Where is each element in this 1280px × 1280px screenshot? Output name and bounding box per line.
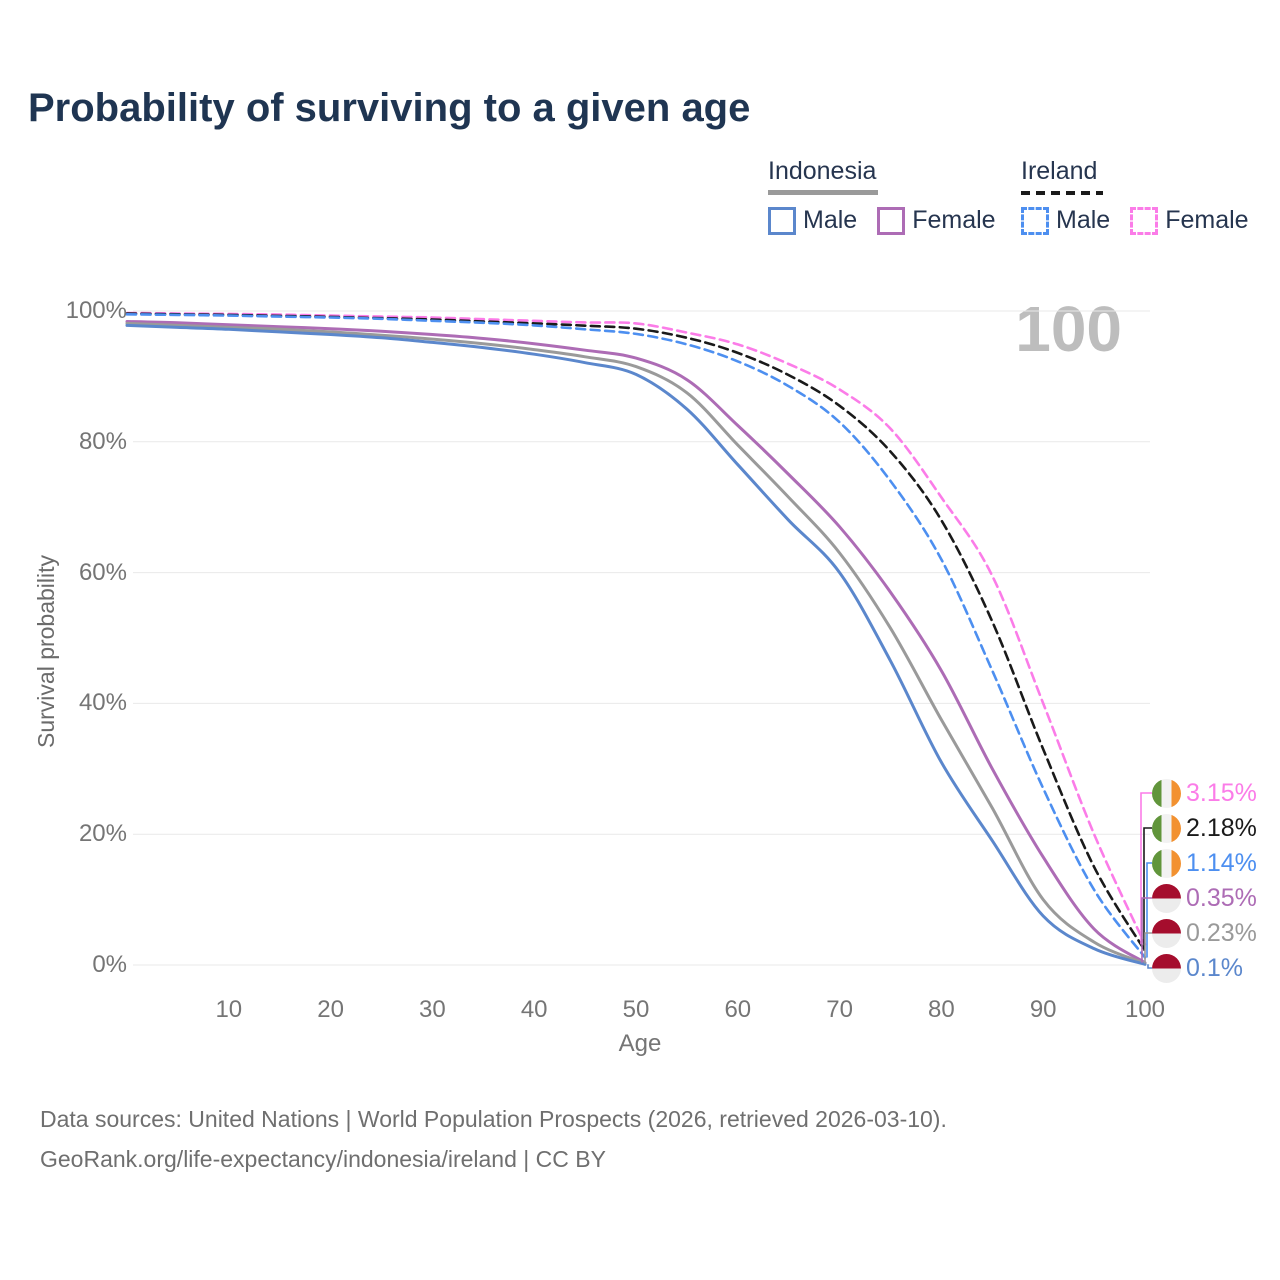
indonesia-flag-icon xyxy=(1152,883,1181,913)
y-tick-0: 0% xyxy=(92,951,127,978)
leader-line-indonesia-female xyxy=(1141,897,1152,963)
leader-line-indonesia-both-sexes xyxy=(1144,932,1152,964)
x-axis-title: Age xyxy=(618,1030,662,1057)
end-value-indonesia-male: 0.1% xyxy=(1186,954,1243,982)
end-value-indonesia-female: 0.35% xyxy=(1186,884,1257,912)
watermark-age-100: 100 xyxy=(1015,293,1122,365)
x-tick-10: 10 xyxy=(215,996,243,1023)
legend-item-ireland-male[interactable]: Male xyxy=(1021,206,1110,235)
end-value-indonesia-both-sexes: 0.23% xyxy=(1186,919,1257,947)
indonesia-flag-icon xyxy=(1152,918,1181,948)
legend-item-indonesia-female[interactable]: Female xyxy=(877,206,996,235)
ireland-flag-icon xyxy=(1152,848,1181,878)
y-tick-60: 60% xyxy=(78,558,127,586)
indonesia-flag-icon xyxy=(1152,953,1181,983)
ireland-flag-icon xyxy=(1152,778,1181,808)
series-line-ireland-both-sexes xyxy=(125,312,1147,952)
leader-line-ireland-male xyxy=(1146,862,1152,958)
leader-line-indonesia-male xyxy=(1147,964,1152,969)
x-tick-100: 100 xyxy=(1124,996,1166,1023)
x-tick-20: 20 xyxy=(317,996,344,1023)
y-tick-80: 80% xyxy=(78,427,127,455)
legend-label: Male xyxy=(1056,206,1111,234)
legend-group-indonesia: Indonesia Male Female xyxy=(768,158,996,235)
data-sources-note: Data sources: United Nations | World Pop… xyxy=(40,1106,947,1132)
legend-group-ireland: Ireland Male Female xyxy=(1021,158,1249,235)
ireland-male-swatch-icon xyxy=(1021,206,1049,235)
legend-ireland-line-swatch xyxy=(1021,191,1103,195)
legend-item-indonesia-male[interactable]: Male xyxy=(768,206,857,235)
legend-label: Female xyxy=(1165,206,1249,234)
x-tick-90: 90 xyxy=(1029,996,1057,1023)
indonesia-female-swatch-icon xyxy=(877,206,906,235)
leader-line-ireland-both-sexes xyxy=(1143,827,1152,951)
y-tick-20: 20% xyxy=(78,820,127,848)
y-tick-100: 100% xyxy=(65,297,127,324)
legend-item-ireland-female[interactable]: Female xyxy=(1130,206,1249,235)
y-tick-40: 40% xyxy=(78,689,127,717)
attribution-note: GeoRank.org/life-expectancy/indonesia/ir… xyxy=(40,1146,606,1172)
page-title: Probability of surviving to a given age xyxy=(28,86,751,130)
legend-label: Male xyxy=(803,206,858,234)
series-line-indonesia-male xyxy=(125,323,1147,966)
y-axis-title: Survival probability xyxy=(33,554,59,748)
end-value-ireland-both-sexes: 2.18% xyxy=(1186,814,1257,842)
legend-ireland-label[interactable]: Ireland xyxy=(1021,157,1098,185)
ireland-flag-icon xyxy=(1152,813,1181,843)
series-line-indonesia-female xyxy=(125,320,1147,965)
x-tick-30: 30 xyxy=(419,996,446,1023)
series-line-indonesia-both-sexes xyxy=(125,321,1147,965)
leader-line-ireland-female xyxy=(1140,792,1152,945)
legend-indonesia-label[interactable]: Indonesia xyxy=(768,157,877,185)
series-line-ireland-female xyxy=(125,311,1147,946)
x-tick-40: 40 xyxy=(520,996,548,1023)
indonesia-male-swatch-icon xyxy=(768,206,796,235)
x-tick-70: 70 xyxy=(826,996,853,1023)
legend-indonesia-line-swatch xyxy=(768,190,878,195)
series-line-ireland-male xyxy=(125,313,1147,959)
end-value-ireland-male: 1.14% xyxy=(1186,849,1257,877)
x-tick-60: 60 xyxy=(724,996,752,1023)
legend-label: Female xyxy=(912,206,996,234)
end-value-ireland-female: 3.15% xyxy=(1186,779,1257,807)
x-tick-50: 50 xyxy=(622,996,650,1023)
x-tick-80: 80 xyxy=(928,996,955,1023)
ireland-female-swatch-icon xyxy=(1130,206,1159,235)
